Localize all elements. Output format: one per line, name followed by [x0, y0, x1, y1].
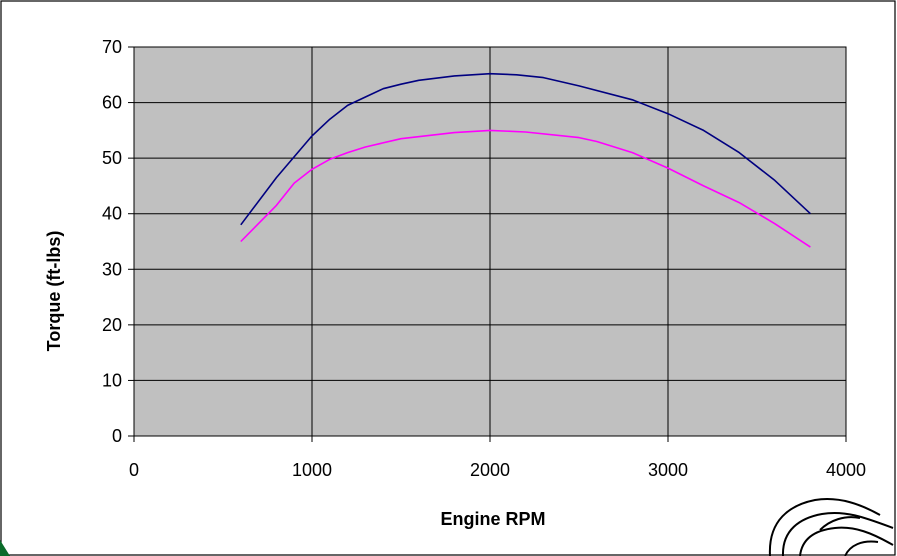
y-tick-label: 30: [102, 259, 122, 279]
series-lines: [240, 72, 811, 248]
axes: 0 10 20 30 40 50 60 70 0 1000 2000 3000 4000: [102, 37, 866, 480]
gridlines: [134, 47, 846, 436]
y-tick-label: 20: [102, 315, 122, 335]
series-line-2: [240, 129, 811, 248]
y-axis-title: Torque (ft-lbs): [44, 231, 64, 352]
x-tick-label: 0: [129, 460, 139, 480]
series-line-1: [240, 72, 811, 226]
corner-marker: [0, 540, 10, 556]
logo-graphic: [768, 498, 894, 556]
y-tick-label: 70: [102, 37, 122, 57]
y-tick-label: 60: [102, 93, 122, 113]
x-tick-label: 1000: [292, 460, 332, 480]
y-tick-label: 50: [102, 148, 122, 168]
x-tick-label: 4000: [826, 460, 866, 480]
x-tick-label: 3000: [648, 460, 688, 480]
y-tick-label: 10: [102, 370, 122, 390]
y-tick-label: 40: [102, 204, 122, 224]
y-tick-label: 0: [112, 426, 122, 446]
x-tick-label: 2000: [470, 460, 510, 480]
x-axis-title: Engine RPM: [440, 509, 545, 529]
